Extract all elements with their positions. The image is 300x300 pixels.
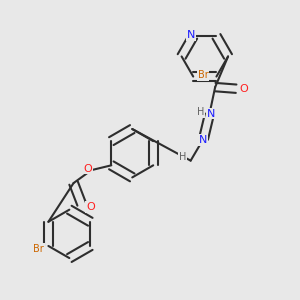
Text: O: O [240,84,249,94]
Text: H: H [196,107,204,117]
Text: H: H [178,152,186,162]
Text: O: O [84,164,92,173]
Text: Br: Br [197,70,208,80]
Text: Br: Br [33,244,44,254]
Text: N: N [207,109,215,118]
Text: N: N [199,135,207,145]
Text: O: O [86,202,95,212]
Text: N: N [187,30,195,40]
